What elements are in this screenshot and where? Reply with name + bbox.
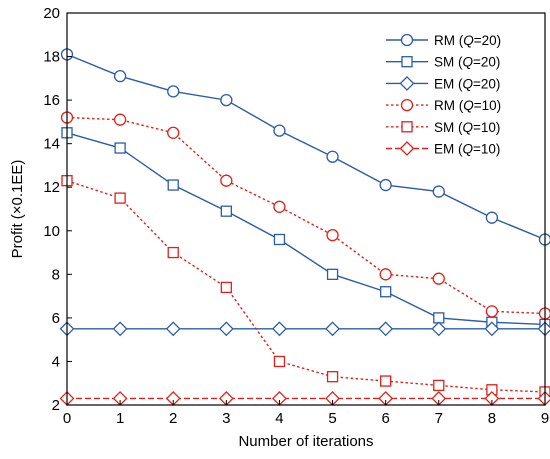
data-point: [220, 281, 232, 294]
y-tick-label: 18: [43, 49, 60, 66]
legend-entry: SM (Q=20): [386, 55, 500, 70]
legend-marker: [400, 98, 414, 112]
y-tick-label: 2: [52, 397, 60, 414]
x-tick-label: 1: [116, 410, 124, 427]
y-tick-label: 10: [43, 223, 60, 240]
legend-marker: [399, 75, 415, 91]
y-tick-label: 4: [52, 353, 60, 370]
legend-entry: SM (Q=10): [386, 120, 500, 135]
data-point: [218, 321, 234, 337]
data-point: [485, 305, 499, 318]
legend-label: EM (Q=10): [434, 142, 500, 157]
data-point: [380, 375, 392, 387]
data-point: [112, 321, 128, 337]
legend-marker: [400, 33, 414, 47]
y-tick-label: 12: [43, 179, 60, 196]
y-tick-label: 8: [52, 266, 60, 283]
series-3: [60, 111, 550, 320]
data-point: [378, 321, 394, 337]
data-point: [380, 286, 392, 298]
x-tick-label: 0: [63, 410, 71, 427]
data-point: [432, 272, 445, 285]
y-tick-label: 14: [43, 136, 60, 153]
data-point: [167, 126, 180, 139]
y-tick-label: 6: [52, 310, 60, 327]
data-point: [167, 246, 179, 259]
legend-entry: RM (Q=20): [386, 33, 501, 48]
data-point: [379, 268, 392, 281]
legend-label: EM (Q=20): [434, 76, 500, 91]
data-point: [326, 150, 339, 163]
y-tick-label: 16: [43, 92, 60, 109]
series-line: [66, 180, 546, 393]
x-tick-label: 4: [275, 410, 283, 427]
data-point: [273, 355, 286, 368]
legend-marker: [399, 141, 415, 156]
data-point: [114, 192, 126, 204]
legend-entry: EM (Q=20): [386, 75, 500, 91]
y-tick-label: 20: [43, 5, 60, 22]
data-point: [326, 371, 339, 383]
data-point: [167, 85, 180, 98]
legend-label: SM (Q=10): [434, 120, 500, 135]
data-point: [485, 211, 499, 224]
series-1: [61, 127, 550, 331]
legend-entry: EM (Q=10): [386, 141, 500, 157]
legend-label: RM (Q=10): [434, 98, 501, 113]
x-tick-label: 8: [488, 410, 496, 427]
data-point: [431, 321, 447, 337]
data-point: [114, 142, 126, 154]
series-0: [60, 48, 550, 246]
data-point: [484, 321, 500, 337]
data-point: [113, 70, 127, 83]
data-point: [326, 228, 339, 242]
x-tick-label: 6: [381, 410, 389, 427]
series-2: [59, 321, 550, 337]
data-point: [273, 200, 286, 213]
data-point: [220, 205, 232, 217]
x-tick-label: 9: [541, 410, 549, 427]
data-point: [167, 179, 179, 191]
data-point: [273, 233, 286, 246]
legend-marker: [401, 121, 413, 133]
data-point: [113, 113, 127, 126]
data-point: [272, 321, 287, 337]
data-point: [165, 321, 181, 337]
y-axis-label: Profit (×0.1EE): [9, 160, 26, 259]
legend-label: RM (Q=20): [434, 33, 501, 48]
series-line: [66, 116, 546, 315]
x-tick-label: 2: [169, 410, 177, 427]
legend: RM (Q=20) SM (Q=20) EM (Q=20) RM (Q=10) SM (…: [386, 33, 501, 157]
plot-frame: [66, 12, 546, 406]
x-axis-label: Number of iterations: [238, 433, 373, 450]
data-point: [325, 321, 340, 337]
x-tick-label: 7: [435, 410, 443, 427]
legend-entry: RM (Q=10): [386, 98, 501, 113]
data-point: [220, 93, 233, 107]
series-5: [59, 391, 550, 406]
legend-label: SM (Q=20): [434, 55, 500, 70]
legend-marker: [401, 56, 413, 68]
data-point: [220, 174, 233, 187]
data-point: [326, 268, 339, 280]
data-point: [433, 379, 445, 392]
series-line: [66, 132, 546, 326]
series-line: [66, 53, 546, 241]
series-4: [61, 175, 550, 398]
data-point: [273, 124, 286, 137]
x-tick-label: 5: [328, 410, 336, 427]
data-point: [432, 185, 445, 198]
data-point: [379, 178, 392, 192]
x-tick-label: 3: [222, 410, 230, 427]
